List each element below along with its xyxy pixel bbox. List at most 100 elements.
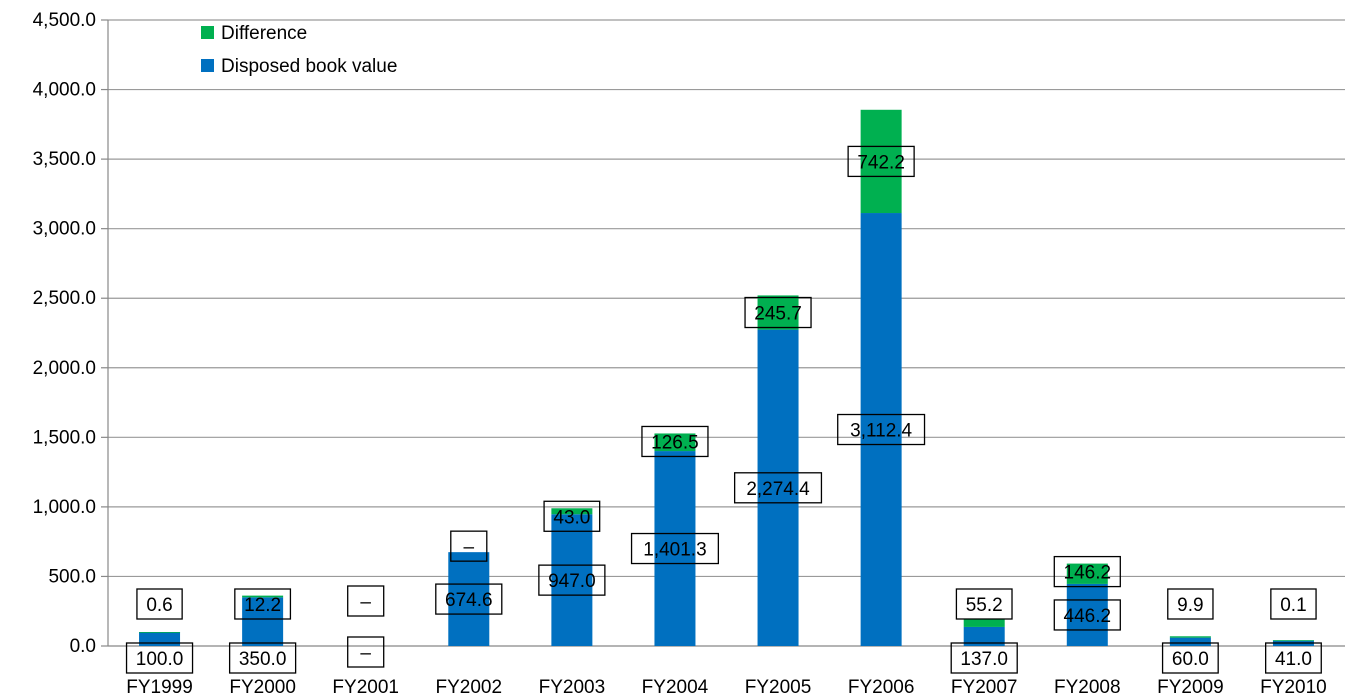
legend-swatch — [201, 26, 214, 39]
data-label: 446.2 — [1064, 606, 1112, 627]
data-label: 2,274.4 — [746, 479, 810, 500]
data-label: 100.0 — [136, 649, 184, 670]
bar-disposed-book-value — [242, 597, 284, 646]
bars — [139, 109, 1314, 646]
data-label-box — [347, 585, 385, 617]
data-label: 55.2 — [966, 595, 1003, 616]
bar-difference — [242, 595, 284, 598]
data-label: 742.2 — [857, 152, 905, 173]
bar-disposed-book-value — [860, 213, 902, 646]
bar-disposed-book-value — [1169, 637, 1211, 646]
x-tick-label: FY2006 — [848, 677, 915, 698]
data-label-box — [125, 642, 194, 674]
data-label: 1,401.3 — [643, 540, 706, 561]
data-label: 41.0 — [1275, 649, 1312, 670]
y-tick-label: 1,000.0 — [33, 497, 96, 518]
x-tick-label: FY2010 — [1260, 677, 1327, 698]
bar-difference — [654, 433, 696, 452]
data-label-box — [1265, 642, 1322, 674]
data-label: 137.0 — [960, 649, 1008, 670]
y-tick-label: 500.0 — [48, 566, 96, 587]
data-label-box — [1161, 642, 1219, 674]
bar-difference — [757, 295, 799, 330]
x-tick-label: FY2009 — [1157, 677, 1224, 698]
data-label-box — [136, 588, 183, 620]
data-label-box — [543, 500, 601, 532]
y-tick-label: 0.0 — [70, 636, 96, 657]
data-label: – — [360, 643, 371, 664]
data-label-box — [450, 530, 488, 562]
data-label: 60.0 — [1172, 649, 1209, 670]
bar-disposed-book-value — [963, 626, 1005, 646]
data-label: 9.9 — [1177, 595, 1203, 616]
data-label: 0.1 — [1280, 595, 1306, 616]
data-label-box — [347, 636, 385, 668]
legend-label: Disposed book value — [221, 56, 397, 77]
x-tick-label: FY1999 — [126, 677, 193, 698]
bar-disposed-book-value — [1066, 583, 1108, 646]
x-tick-label: FY2000 — [229, 677, 296, 698]
data-label-box — [630, 532, 720, 565]
y-tick-label: 3,500.0 — [33, 149, 96, 170]
data-label-box — [641, 425, 709, 458]
bar-difference — [1169, 636, 1211, 638]
data-label: 43.0 — [553, 507, 590, 528]
data-label-box — [733, 472, 823, 504]
legend: Difference Disposed book value — [201, 23, 397, 77]
data-label: 0.6 — [146, 595, 172, 616]
data-label-box — [435, 583, 503, 615]
data-label: 245.7 — [754, 304, 802, 325]
data-label-box — [955, 588, 1013, 620]
legend-swatch — [201, 59, 214, 72]
x-tick-label: FY2007 — [951, 677, 1018, 698]
data-label: – — [464, 537, 475, 558]
bar-disposed-book-value — [139, 632, 181, 646]
legend-label: Difference — [221, 23, 307, 44]
data-label-box — [1167, 588, 1214, 620]
data-label: 947.0 — [548, 571, 596, 592]
data-label: 3,112.4 — [850, 421, 912, 442]
data-label: 350.0 — [239, 649, 287, 670]
y-tick-label: 2,000.0 — [33, 358, 96, 379]
axes: 0.0 500.0 1,000.0 1,500.0 2,000.0 2,500.0 3,00… — [33, 10, 1345, 698]
x-tick-label: FY2001 — [332, 677, 399, 698]
data-label-box — [228, 642, 297, 674]
bar-disposed-book-value — [654, 451, 696, 646]
data-label: 146.2 — [1064, 563, 1112, 584]
bar-disposed-book-value — [757, 329, 799, 646]
bar-difference — [963, 619, 1005, 627]
y-tick-label: 2,500.0 — [33, 288, 96, 309]
data-label: 674.6 — [445, 590, 493, 611]
data-label-box — [538, 564, 606, 596]
bar-difference — [551, 508, 593, 515]
data-label-box — [847, 145, 915, 178]
x-tick-label: FY2008 — [1054, 677, 1121, 698]
data-label: 12.2 — [244, 595, 281, 616]
bar-difference — [1066, 563, 1108, 584]
bar-disposed-book-value — [551, 514, 593, 646]
x-tick-label: FY2002 — [436, 677, 503, 698]
x-tick-label: FY2004 — [642, 677, 709, 698]
x-tick-label: FY2005 — [745, 677, 812, 698]
bar-disposed-book-value — [448, 552, 490, 646]
bar-difference — [860, 109, 902, 214]
y-tick-label: 3,000.0 — [33, 219, 96, 240]
data-label-box — [1270, 588, 1317, 620]
x-tick-label: FY2003 — [539, 677, 606, 698]
data-label-box — [1053, 599, 1121, 631]
y-tick-label: 1,500.0 — [33, 427, 96, 448]
gridlines — [108, 19, 1345, 578]
data-labels: 100.0 0.6 350.0 12.2 – – 674.6 – 947.0 43.0 1,401.… — [125, 145, 1322, 674]
y-tick-label: 4,000.0 — [33, 80, 96, 101]
data-label-box — [1053, 555, 1121, 588]
data-label-box — [744, 296, 812, 329]
y-tick-label: 4,500.0 — [33, 10, 96, 31]
data-label-box — [234, 588, 292, 620]
data-label-box — [837, 413, 926, 446]
data-label: – — [360, 592, 371, 613]
bar-difference — [139, 632, 181, 633]
data-label-box — [950, 642, 1018, 674]
bar-difference — [1272, 640, 1314, 642]
data-label: 126.5 — [651, 432, 699, 453]
